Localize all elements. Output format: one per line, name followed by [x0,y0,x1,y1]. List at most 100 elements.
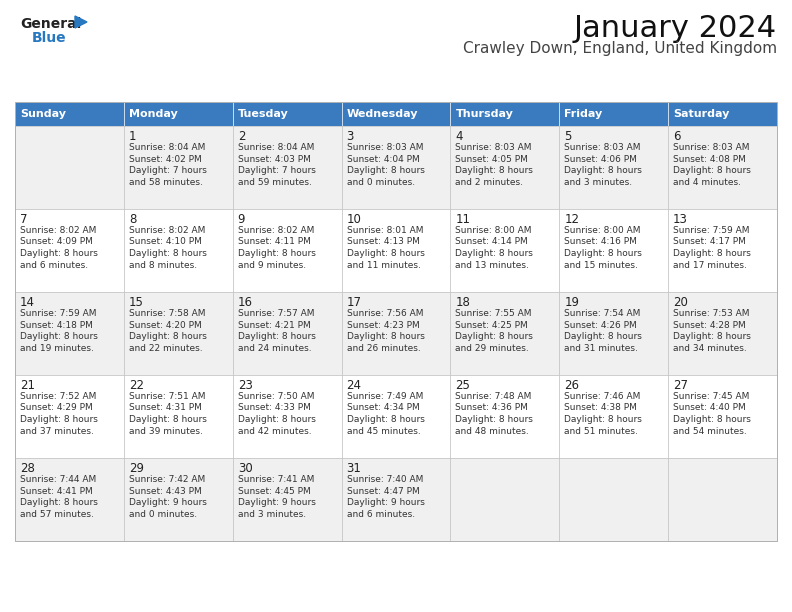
Text: Crawley Down, England, United Kingdom: Crawley Down, England, United Kingdom [463,41,777,56]
Text: Sunset: 4:23 PM: Sunset: 4:23 PM [347,321,419,329]
Text: Wednesday: Wednesday [347,109,418,119]
Text: Sunrise: 8:02 AM: Sunrise: 8:02 AM [129,226,205,235]
Text: Daylight: 8 hours
and 0 minutes.: Daylight: 8 hours and 0 minutes. [347,166,425,187]
Text: Tuesday: Tuesday [238,109,288,119]
Text: 12: 12 [564,213,579,226]
Text: 28: 28 [20,462,35,475]
Text: 7: 7 [20,213,28,226]
Text: Sunset: 4:18 PM: Sunset: 4:18 PM [20,321,93,329]
Text: 3: 3 [347,130,354,143]
Text: Sunrise: 7:55 AM: Sunrise: 7:55 AM [455,309,532,318]
Text: Sunrise: 8:00 AM: Sunrise: 8:00 AM [455,226,532,235]
Text: Sunset: 4:33 PM: Sunset: 4:33 PM [238,403,310,412]
Bar [15,102,777,541]
Bar [559,209,668,292]
Text: 20: 20 [673,296,688,309]
Bar [124,126,233,209]
Text: Sunrise: 7:58 AM: Sunrise: 7:58 AM [129,309,205,318]
Bar [124,209,233,292]
Text: Daylight: 9 hours
and 6 minutes.: Daylight: 9 hours and 6 minutes. [347,498,425,519]
Text: Sunset: 4:03 PM: Sunset: 4:03 PM [238,154,310,163]
Text: Sunset: 4:40 PM: Sunset: 4:40 PM [673,403,746,412]
Text: Daylight: 8 hours
and 54 minutes.: Daylight: 8 hours and 54 minutes. [673,415,751,436]
Text: 24: 24 [347,379,362,392]
Text: 23: 23 [238,379,253,392]
Text: Daylight: 8 hours
and 45 minutes.: Daylight: 8 hours and 45 minutes. [347,415,425,436]
Text: Sunrise: 8:03 AM: Sunrise: 8:03 AM [455,143,532,152]
Text: 2: 2 [238,130,246,143]
Bar [233,458,341,541]
Bar [668,292,777,375]
Text: Sunrise: 7:59 AM: Sunrise: 7:59 AM [20,309,97,318]
Text: 17: 17 [347,296,362,309]
Bar [668,209,777,292]
Text: 22: 22 [129,379,144,392]
Bar [341,126,451,209]
Text: Sunrise: 7:50 AM: Sunrise: 7:50 AM [238,392,314,401]
Text: 21: 21 [20,379,35,392]
Text: Sunrise: 8:03 AM: Sunrise: 8:03 AM [564,143,641,152]
Polygon shape [75,16,87,28]
Text: 1: 1 [129,130,136,143]
Text: Daylight: 8 hours
and 8 minutes.: Daylight: 8 hours and 8 minutes. [129,249,207,270]
Bar [124,102,233,126]
Text: Sunset: 4:29 PM: Sunset: 4:29 PM [20,403,93,412]
Bar [15,375,124,458]
Text: 6: 6 [673,130,680,143]
Text: Daylight: 8 hours
and 51 minutes.: Daylight: 8 hours and 51 minutes. [564,415,642,436]
Text: Sunrise: 8:00 AM: Sunrise: 8:00 AM [564,226,641,235]
Text: Sunset: 4:06 PM: Sunset: 4:06 PM [564,154,637,163]
Text: Sunrise: 7:59 AM: Sunrise: 7:59 AM [673,226,750,235]
Text: Daylight: 8 hours
and 22 minutes.: Daylight: 8 hours and 22 minutes. [129,332,207,353]
Text: Sunrise: 8:02 AM: Sunrise: 8:02 AM [238,226,314,235]
Text: 5: 5 [564,130,572,143]
Text: 16: 16 [238,296,253,309]
Text: 18: 18 [455,296,470,309]
Text: Blue: Blue [32,31,67,45]
Bar [559,375,668,458]
Text: Sunset: 4:17 PM: Sunset: 4:17 PM [673,237,746,247]
Text: 10: 10 [347,213,361,226]
Bar [668,458,777,541]
Text: Sunset: 4:08 PM: Sunset: 4:08 PM [673,154,746,163]
Text: Sunrise: 7:45 AM: Sunrise: 7:45 AM [673,392,749,401]
Text: Sunset: 4:05 PM: Sunset: 4:05 PM [455,154,528,163]
Text: Sunset: 4:13 PM: Sunset: 4:13 PM [347,237,420,247]
Text: Sunset: 4:36 PM: Sunset: 4:36 PM [455,403,528,412]
Text: Daylight: 8 hours
and 39 minutes.: Daylight: 8 hours and 39 minutes. [129,415,207,436]
Text: Daylight: 8 hours
and 29 minutes.: Daylight: 8 hours and 29 minutes. [455,332,533,353]
Text: Sunset: 4:34 PM: Sunset: 4:34 PM [347,403,419,412]
Text: Daylight: 8 hours
and 4 minutes.: Daylight: 8 hours and 4 minutes. [673,166,751,187]
Text: General: General [20,17,82,31]
Text: Sunrise: 7:41 AM: Sunrise: 7:41 AM [238,475,314,484]
Text: Daylight: 8 hours
and 11 minutes.: Daylight: 8 hours and 11 minutes. [347,249,425,270]
Text: 26: 26 [564,379,579,392]
Bar [451,209,559,292]
Text: 14: 14 [20,296,35,309]
Text: 4: 4 [455,130,463,143]
Text: Daylight: 8 hours
and 42 minutes.: Daylight: 8 hours and 42 minutes. [238,415,315,436]
Text: Sunrise: 7:57 AM: Sunrise: 7:57 AM [238,309,314,318]
Bar [668,126,777,209]
Bar [15,209,124,292]
Text: Sunset: 4:41 PM: Sunset: 4:41 PM [20,487,93,496]
Text: 30: 30 [238,462,253,475]
Text: Sunset: 4:43 PM: Sunset: 4:43 PM [129,487,202,496]
Text: Daylight: 8 hours
and 17 minutes.: Daylight: 8 hours and 17 minutes. [673,249,751,270]
Bar [451,292,559,375]
Bar [233,375,341,458]
Bar [124,458,233,541]
Bar [233,209,341,292]
Text: Sunset: 4:25 PM: Sunset: 4:25 PM [455,321,528,329]
Bar [451,458,559,541]
Text: Sunset: 4:10 PM: Sunset: 4:10 PM [129,237,202,247]
Text: Sunrise: 7:42 AM: Sunrise: 7:42 AM [129,475,205,484]
Text: Sunrise: 7:54 AM: Sunrise: 7:54 AM [564,309,641,318]
Text: Daylight: 9 hours
and 3 minutes.: Daylight: 9 hours and 3 minutes. [238,498,315,519]
Text: 19: 19 [564,296,579,309]
Text: Monday: Monday [129,109,177,119]
Bar [15,126,124,209]
Text: Daylight: 7 hours
and 58 minutes.: Daylight: 7 hours and 58 minutes. [129,166,207,187]
Text: Saturday: Saturday [673,109,729,119]
Text: Sunset: 4:04 PM: Sunset: 4:04 PM [347,154,419,163]
